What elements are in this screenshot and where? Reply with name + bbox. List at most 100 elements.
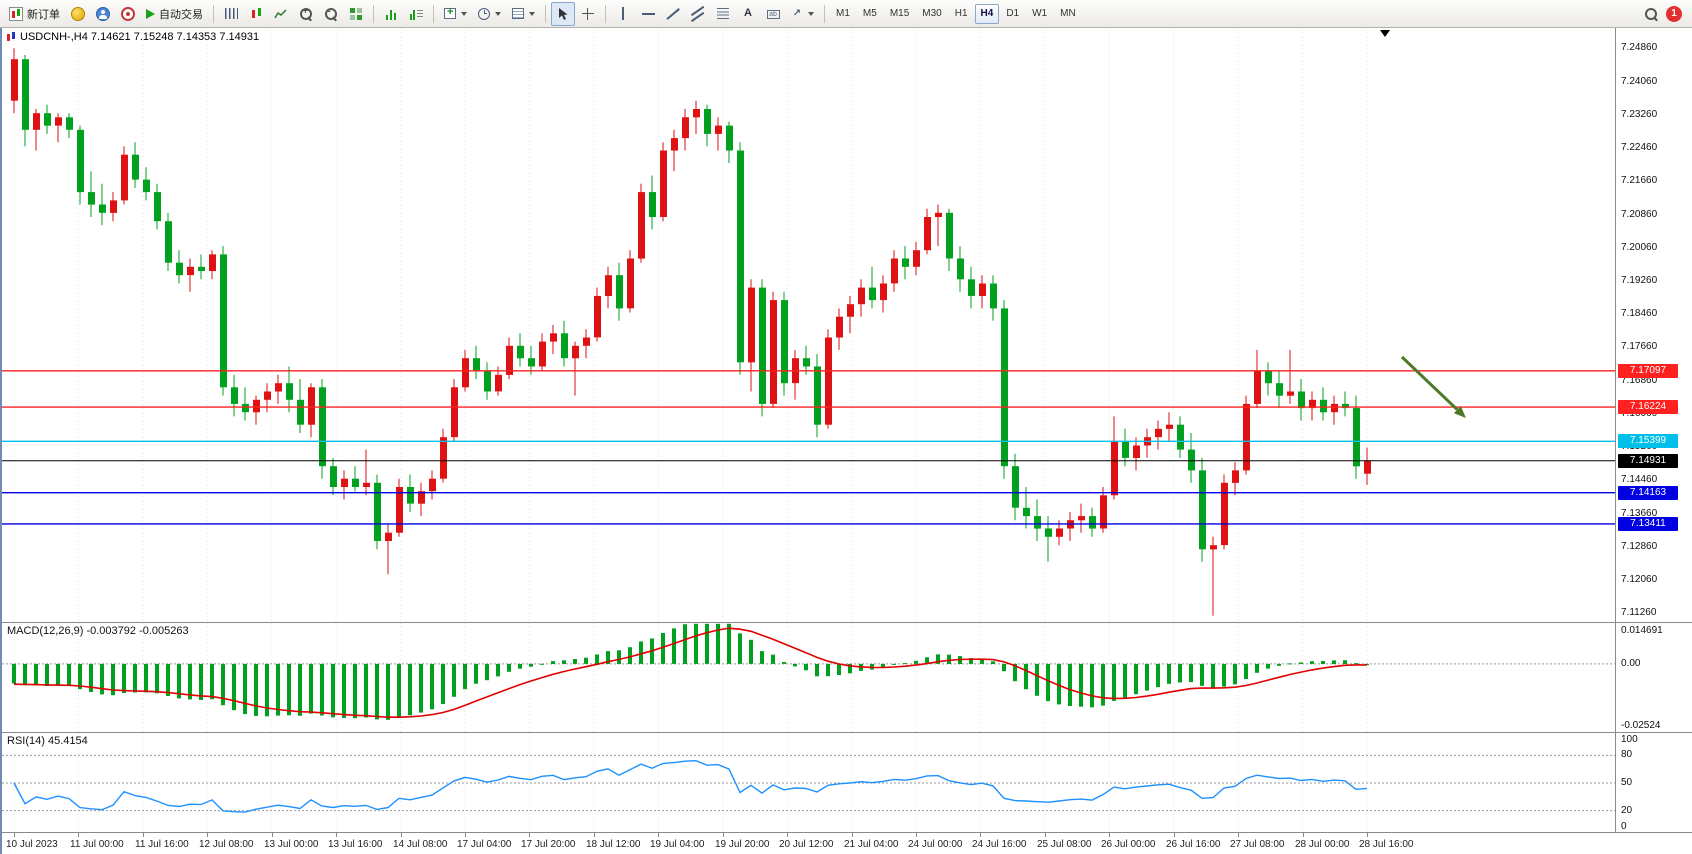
horizontal-level-lines[interactable] xyxy=(2,370,1615,525)
grid xyxy=(13,28,1368,622)
time-tick xyxy=(143,833,144,837)
person-icon xyxy=(96,6,110,21)
price-axis-label: 7.21660 xyxy=(1621,175,1658,186)
candlesticks xyxy=(11,48,1371,616)
price-axis-label: 7.16860 xyxy=(1621,375,1658,386)
add-indicator-dropdown[interactable] xyxy=(439,2,472,26)
search-button[interactable] xyxy=(1639,2,1663,26)
chevron-down-icon xyxy=(529,11,535,16)
price-chart-panel[interactable]: USDCNH-,H4 7.14621 7.15248 7.14353 7.149… xyxy=(2,28,1615,622)
price-axis[interactable]: 7.24860 7.24060 7.23260 7.22460 7.21660 7.208… xyxy=(1616,28,1692,622)
horizontal-line-icon xyxy=(641,12,655,15)
price-axis-label: 7.20060 xyxy=(1621,242,1658,253)
macd-panel[interactable]: MACD(12,26,9) -0.003792 -0.005263 xyxy=(2,622,1615,732)
time-tick xyxy=(272,833,273,837)
rsi-line xyxy=(13,759,1368,813)
timeframe-m1-button[interactable]: M1 xyxy=(830,4,856,24)
notification-badge[interactable]: 1 xyxy=(1666,5,1682,22)
new-order-icon xyxy=(9,6,23,21)
time-axis-label: 19 Jul 04:00 xyxy=(650,839,705,850)
autotrading-button[interactable]: 自动交易 xyxy=(141,2,208,26)
timeframe-m5-button[interactable]: M5 xyxy=(857,4,883,24)
zoom-in-icon: + xyxy=(299,6,313,21)
new-order-label: 新订单 xyxy=(27,8,60,21)
macd-histogram xyxy=(12,623,1369,720)
price-axis-label: 7.22460 xyxy=(1621,142,1658,153)
text-button[interactable] xyxy=(736,2,760,26)
text-label-button[interactable] xyxy=(761,2,785,26)
candlestick-chart[interactable] xyxy=(2,28,1615,622)
time-axis-label: 27 Jul 08:00 xyxy=(1230,839,1285,850)
bars-chart-button[interactable] xyxy=(219,2,243,26)
rsi-axis-label: 50 xyxy=(1621,777,1633,788)
macd-chart[interactable] xyxy=(2,623,1615,732)
period-dropdown[interactable] xyxy=(473,2,506,26)
time-axis[interactable]: 10 Jul 2023 11 Jul 00:00 11 Jul 16:00 12 Ju… xyxy=(2,832,1692,854)
time-tick xyxy=(594,833,595,837)
rsi-axis: 100 80 50 20 0 xyxy=(1616,732,1692,832)
target-icon xyxy=(121,6,135,21)
rsi-axis-label: 0 xyxy=(1621,821,1627,832)
timeframe-mn-button[interactable]: MN xyxy=(1054,4,1082,24)
toolbar-separator xyxy=(545,4,546,23)
fibonacci-button[interactable] xyxy=(711,2,735,26)
timeframe-h1-button[interactable]: H1 xyxy=(949,4,974,24)
price-axis-label: 7.24060 xyxy=(1621,76,1658,87)
vertical-line-button[interactable] xyxy=(611,2,635,26)
zoom-out-button[interactable]: - xyxy=(319,2,343,26)
price-axis-column[interactable]: 7.24860 7.24060 7.23260 7.22460 7.21660 7.208… xyxy=(1615,28,1692,832)
crosshair-icon xyxy=(581,7,595,21)
rsi-chart[interactable] xyxy=(2,733,1615,832)
equidistant-channel-button[interactable] xyxy=(686,2,710,26)
crosshair-button[interactable] xyxy=(576,2,600,26)
candles-chart-button[interactable] xyxy=(244,2,268,26)
trendline-button[interactable] xyxy=(661,2,685,26)
chart-window: USDCNH-,H4 7.14621 7.15248 7.14353 7.149… xyxy=(0,28,1692,854)
indicators-button[interactable] xyxy=(379,2,403,26)
trend-arrow[interactable] xyxy=(1400,355,1466,418)
price-axis-label: 7.20860 xyxy=(1621,209,1658,220)
timeframe-h4-button[interactable]: H4 xyxy=(974,3,1000,24)
time-tick xyxy=(916,833,917,837)
tile-windows-button[interactable] xyxy=(344,2,368,26)
new-order-button[interactable]: 新订单 xyxy=(4,2,65,26)
cursor-button[interactable] xyxy=(551,1,575,26)
time-axis-label: 21 Jul 04:00 xyxy=(844,839,899,850)
timeframe-d1-button[interactable]: D1 xyxy=(1000,4,1025,24)
timeframe-m15-button[interactable]: M15 xyxy=(884,4,915,24)
price-axis-label: 7.19260 xyxy=(1621,275,1658,286)
time-tick xyxy=(14,833,15,837)
rsi-panel[interactable]: RSI(14) 45.4154 xyxy=(2,732,1615,832)
toolbar-separator xyxy=(605,4,606,23)
time-tick xyxy=(465,833,466,837)
time-axis-label: 13 Jul 00:00 xyxy=(264,839,319,850)
line-chart-icon xyxy=(274,8,287,18)
indicator-histogram-icon xyxy=(384,7,398,20)
template-dropdown[interactable] xyxy=(507,2,540,26)
chevron-down-icon xyxy=(461,11,467,16)
time-tick xyxy=(1367,833,1368,837)
zoom-in-button[interactable]: + xyxy=(294,2,318,26)
search-icon xyxy=(1644,7,1658,21)
indicators-list-button[interactable] xyxy=(404,2,428,26)
arrows-dropdown[interactable] xyxy=(786,2,819,26)
timeframe-w1-button[interactable]: W1 xyxy=(1026,4,1053,24)
rsi-axis-label: 80 xyxy=(1621,749,1633,760)
time-axis-label: 28 Jul 00:00 xyxy=(1295,839,1350,850)
chart-shift-marker[interactable] xyxy=(1380,30,1390,37)
horizontal-line-button[interactable] xyxy=(636,2,660,26)
time-axis-label: 19 Jul 20:00 xyxy=(715,839,770,850)
time-axis-label: 24 Jul 00:00 xyxy=(908,839,963,850)
mql5-community-button[interactable] xyxy=(66,2,90,26)
profile-button[interactable] xyxy=(91,2,115,26)
price-level-tag: 7.17097 xyxy=(1618,364,1678,378)
support-button[interactable] xyxy=(116,2,140,26)
timeframe-m30-button[interactable]: M30 xyxy=(916,4,947,24)
text-label-icon xyxy=(766,10,780,19)
line-chart-button[interactable] xyxy=(269,2,293,26)
timeframe-group: M1 M5 M15 M30 H1 H4 D1 W1 MN xyxy=(830,3,1082,24)
arrow-tool-icon xyxy=(791,7,803,20)
toolbar-separator xyxy=(433,4,434,23)
channel-icon xyxy=(691,7,705,21)
time-tick xyxy=(1238,833,1239,837)
